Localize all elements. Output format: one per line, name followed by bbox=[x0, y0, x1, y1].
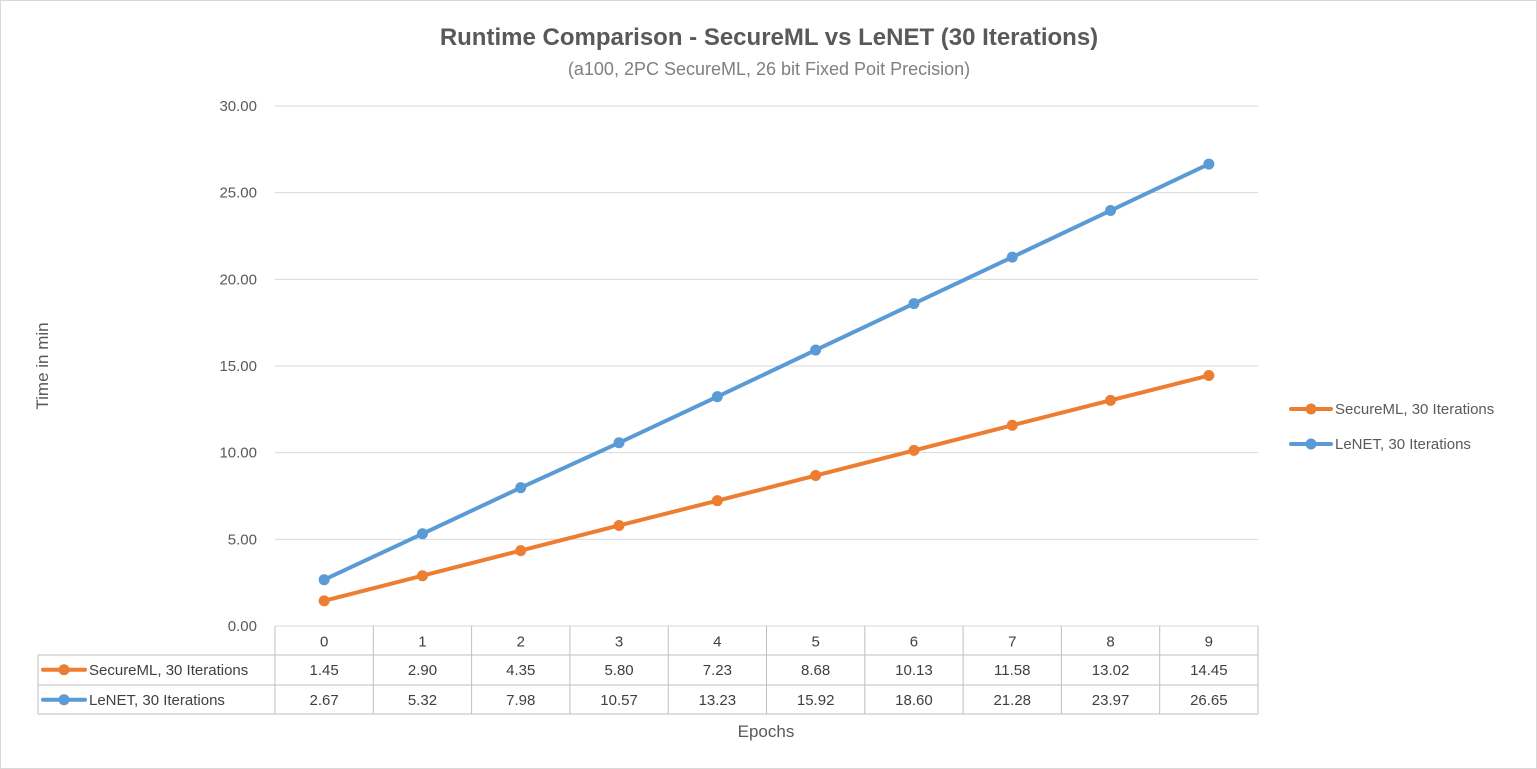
chart-title: Runtime Comparison - SecureML vs LeNET (… bbox=[440, 24, 1098, 51]
table-series-name: SecureML, 30 Iterations bbox=[89, 662, 248, 679]
data-point bbox=[1203, 370, 1215, 382]
legend-label: SecureML, 30 Iterations bbox=[1335, 401, 1494, 418]
data-point bbox=[1203, 158, 1215, 170]
data-label: 8.68 bbox=[801, 662, 830, 679]
y-tick-label: 0.00 bbox=[228, 618, 257, 635]
data-point bbox=[613, 437, 625, 449]
y-tick-label: 20.00 bbox=[219, 271, 257, 288]
data-label: 10.57 bbox=[600, 692, 638, 709]
data-table: 0 1 2 3 4 5 6 7 8 9 SecureML, 30 Iterations 1.45 2.9… bbox=[37, 626, 1259, 715]
data-label: 2.67 bbox=[310, 692, 339, 709]
data-label: 13.02 bbox=[1092, 662, 1130, 679]
data-label: 23.97 bbox=[1092, 692, 1130, 709]
series-line bbox=[322, 162, 1211, 582]
data-label: 7.23 bbox=[703, 662, 732, 679]
series-line bbox=[322, 373, 1211, 603]
y-tick-label: 30.00 bbox=[219, 98, 257, 115]
y-tick-label: 15.00 bbox=[219, 358, 257, 375]
data-point bbox=[515, 482, 527, 494]
legend: SecureML, 30 Iterations LeNET, 30 Iterati… bbox=[1289, 401, 1494, 453]
data-label: 26.65 bbox=[1190, 692, 1228, 709]
legend-key-marker bbox=[1305, 403, 1317, 415]
data-label: 14.45 bbox=[1190, 662, 1228, 679]
y-tick-label: 10.00 bbox=[219, 445, 257, 462]
data-label: 10.13 bbox=[895, 662, 933, 679]
y-axis-ticks: 0.00 5.00 10.00 15.00 20.00 25.00 30.00 bbox=[219, 98, 257, 635]
x-tick-label: 5 bbox=[811, 634, 819, 651]
x-tick-label: 6 bbox=[910, 634, 918, 651]
data-point bbox=[711, 495, 723, 507]
data-label: 7.98 bbox=[506, 692, 535, 709]
data-label: 18.60 bbox=[895, 692, 933, 709]
data-point bbox=[318, 595, 330, 607]
data-label: 5.32 bbox=[408, 692, 437, 709]
x-tick-label: 1 bbox=[418, 634, 426, 651]
data-label: 15.92 bbox=[797, 692, 835, 709]
data-point bbox=[416, 528, 428, 540]
gridlines bbox=[275, 105, 1258, 627]
data-label: 1.45 bbox=[310, 662, 339, 679]
x-tick-label: 3 bbox=[615, 634, 623, 651]
data-point bbox=[515, 545, 527, 557]
series-lines bbox=[318, 158, 1215, 607]
table-series-name: LeNET, 30 Iterations bbox=[89, 692, 225, 709]
x-tick-label: 8 bbox=[1106, 634, 1114, 651]
x-tick-label: 2 bbox=[517, 634, 525, 651]
chart-subtitle: (a100, 2PC SecureML, 26 bit Fixed Poit P… bbox=[568, 59, 970, 79]
data-label: 5.80 bbox=[604, 662, 633, 679]
data-point bbox=[613, 519, 625, 531]
data-point bbox=[711, 391, 723, 403]
y-tick-label: 5.00 bbox=[228, 531, 257, 548]
data-point bbox=[1105, 394, 1117, 406]
data-point bbox=[1006, 251, 1018, 263]
table-series-key-marker bbox=[58, 694, 70, 706]
x-tick-label: 0 bbox=[320, 634, 328, 651]
data-label: 11.58 bbox=[994, 662, 1030, 679]
data-point bbox=[416, 570, 428, 582]
data-point bbox=[1105, 205, 1117, 217]
legend-label: LeNET, 30 Iterations bbox=[1335, 436, 1471, 453]
data-label: 21.28 bbox=[993, 692, 1031, 709]
data-label: 2.90 bbox=[408, 662, 437, 679]
x-axis-title: Epochs bbox=[738, 722, 795, 741]
y-tick-label: 25.00 bbox=[219, 185, 257, 202]
x-tick-label: 7 bbox=[1008, 634, 1016, 651]
x-tick-label: 9 bbox=[1205, 634, 1213, 651]
data-point bbox=[908, 444, 920, 456]
data-label: 4.35 bbox=[506, 662, 535, 679]
data-point bbox=[1006, 419, 1018, 431]
table-series-key-marker bbox=[58, 664, 70, 676]
data-point bbox=[810, 470, 822, 482]
data-label: 13.23 bbox=[699, 692, 737, 709]
data-point bbox=[318, 574, 330, 586]
legend-key-marker bbox=[1305, 438, 1317, 450]
data-point bbox=[810, 344, 822, 356]
x-tick-label: 4 bbox=[713, 634, 721, 651]
y-axis-title: Time in min bbox=[33, 322, 52, 409]
data-point bbox=[908, 298, 920, 310]
